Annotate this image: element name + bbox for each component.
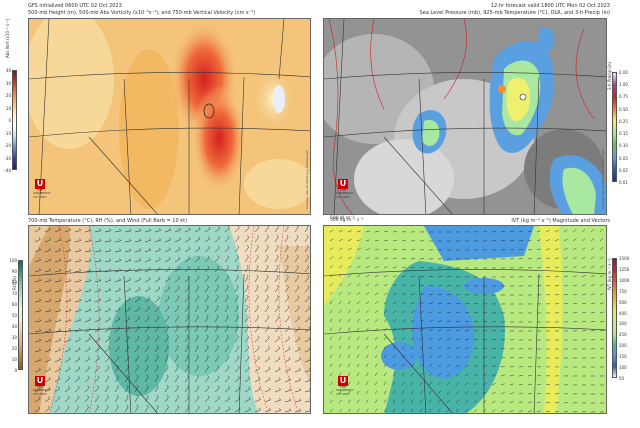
panel2-title: Sea Level Pressure (mb), 925-mb Temperat…	[419, 10, 611, 16]
university-logo: U THE UNIVERSITY OF UTAH	[336, 179, 354, 199]
colorbar-tick: 80	[11, 280, 17, 285]
precip-colorbar-label: 3-h Precip (in)	[607, 61, 612, 90]
colorbar-tick: 70	[11, 291, 17, 296]
ivt-scale-label: 500 kg m⁻¹ s⁻¹	[330, 218, 364, 223]
ivt-colorbar-label: IVT (kg m⁻¹ s⁻¹)	[607, 258, 612, 290]
colorbar-tick: 750	[619, 288, 627, 294]
rh-map	[29, 226, 310, 413]
university-logo: U THE UNIVERSITY OF UTAH	[33, 179, 51, 199]
university-logo: U THE UNIVERSITY OF UTAH	[336, 376, 354, 396]
ivt-map-panel: U THE UNIVERSITY OF UTAH	[323, 225, 607, 414]
vorticity-map	[29, 19, 310, 214]
precip-colorbar	[612, 72, 617, 182]
colorbar-tick: 400	[619, 310, 627, 316]
colorbar-tick: 0.75	[619, 94, 628, 100]
colorbar-tick: 300	[619, 321, 627, 327]
colorbar-tick: 40	[5, 68, 11, 73]
colorbar-tick: 0.01	[619, 180, 628, 185]
colorbar-tick: 10	[5, 105, 11, 111]
colorbar-tick: 250	[619, 332, 627, 338]
ivt-colorbar	[612, 258, 617, 378]
colorbar-tick: 0	[14, 368, 17, 373]
rh-map-panel: U THE UNIVERSITY OF UTAH	[28, 225, 311, 414]
colorbar-tick: -40	[4, 168, 11, 173]
colorbar-tick: 1500	[619, 256, 630, 261]
credit-text: Created: Sep 02 2023 by J. Steenburgh	[601, 150, 605, 209]
panel4-title: IVT (kg m⁻¹ s⁻¹) Magnitude and Vectors	[511, 218, 610, 224]
colorbar-tick: 100	[619, 365, 627, 371]
panel1-title: 500-mb Height (m), 500-mb Abs Vorticity …	[28, 10, 256, 16]
precip-map	[324, 19, 606, 214]
colorbar-tick: 500	[619, 299, 627, 305]
colorbar-tick: 90	[11, 269, 17, 274]
colorbar-tick: 0.50	[619, 106, 628, 112]
colorbar-tick: 60	[11, 302, 17, 307]
colorbar-tick: 0.10	[619, 143, 628, 149]
colorbar-tick: 150	[619, 354, 627, 360]
valid-time-label: 12-hr forecast valid 1800 UTC Mon 02 Oct…	[490, 3, 610, 9]
colorbar-tick: 20	[11, 346, 17, 351]
panel3-title: 700-mb Temperature (°C), RH (%), and Win…	[28, 218, 188, 224]
university-logo: U THE UNIVERSITY OF UTAH	[33, 376, 51, 396]
colorbar-tick: 2.00	[619, 70, 628, 75]
colorbar-tick: 0.05	[619, 155, 628, 161]
colorbar-tick: 100	[9, 258, 17, 263]
colorbar-tick: 30	[5, 80, 11, 86]
olr-scale-label: 500 W m⁻²	[330, 216, 355, 221]
colorbar-tick: -20	[4, 143, 11, 148]
colorbar-tick: 40	[11, 324, 17, 329]
vorticity-map-panel: U THE UNIVERSITY OF UTAH Created: Sep 02…	[28, 18, 311, 215]
colorbar-tick: -30	[4, 155, 11, 161]
colorbar-tick: 0.15	[619, 131, 628, 137]
vorticity-colorbar-label: Abs Vort (x10⁻⁵ s⁻¹)	[5, 18, 10, 58]
colorbar-tick: 50	[619, 376, 625, 381]
colorbar-tick: -10	[4, 130, 11, 136]
colorbar-tick: 0.25	[619, 118, 628, 124]
credit-text: Created: Sep 02 2023 by J. Steenburgh	[305, 150, 309, 209]
precip-map-panel: U THE UNIVERSITY OF UTAH Created: Sep 02…	[323, 18, 607, 215]
vorticity-colorbar	[12, 70, 17, 170]
colorbar-tick: 1250	[619, 266, 630, 272]
colorbar-tick: 30	[11, 335, 17, 340]
colorbar-tick: 50	[11, 313, 17, 318]
colorbar-tick: 0	[8, 118, 11, 123]
colorbar-tick: 0.02	[619, 167, 628, 173]
ivt-map	[324, 226, 606, 413]
colorbar-tick: 10	[11, 357, 17, 362]
colorbar-tick: 1.00	[619, 82, 628, 88]
colorbar-tick: 1000	[619, 277, 630, 283]
colorbar-tick: 20	[5, 93, 11, 98]
rh-colorbar	[18, 260, 23, 370]
init-time-label: GFS initialized 0600 UTC 02 Oct 2023	[28, 3, 122, 9]
colorbar-tick: 200	[619, 343, 627, 349]
